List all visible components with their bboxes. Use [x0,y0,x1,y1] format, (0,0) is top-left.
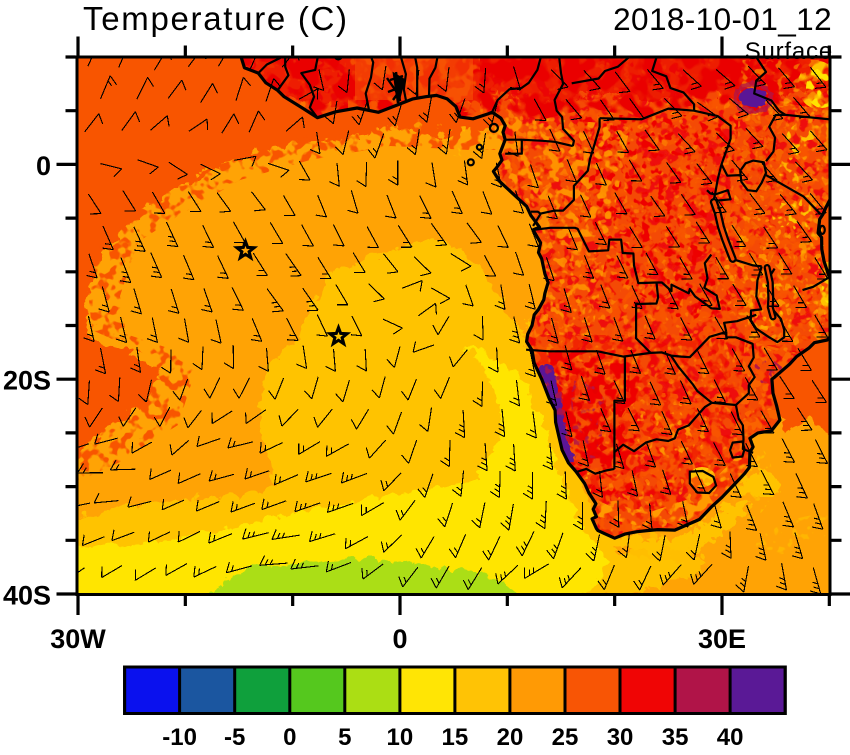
svg-text:0: 0 [392,624,407,654]
svg-text:10: 10 [386,724,413,750]
svg-text:5: 5 [338,724,351,750]
svg-text:20S: 20S [3,366,51,396]
svg-text:-10: -10 [162,724,197,750]
svg-text:25: 25 [552,724,579,750]
svg-text:Temperature (C): Temperature (C) [83,0,349,37]
svg-text:0: 0 [283,724,296,750]
svg-text:-5: -5 [224,724,245,750]
svg-text:30E: 30E [698,624,746,654]
svg-text:Surface: Surface [745,38,833,65]
svg-text:30W: 30W [50,624,106,654]
svg-text:15: 15 [442,724,469,750]
svg-text:20: 20 [497,724,524,750]
svg-text:2018-10-01_12: 2018-10-01_12 [613,1,832,37]
svg-text:40: 40 [717,724,744,750]
svg-text:0: 0 [36,151,51,181]
svg-text:35: 35 [662,724,689,750]
svg-text:30: 30 [607,724,634,750]
svg-text:40S: 40S [3,581,51,611]
